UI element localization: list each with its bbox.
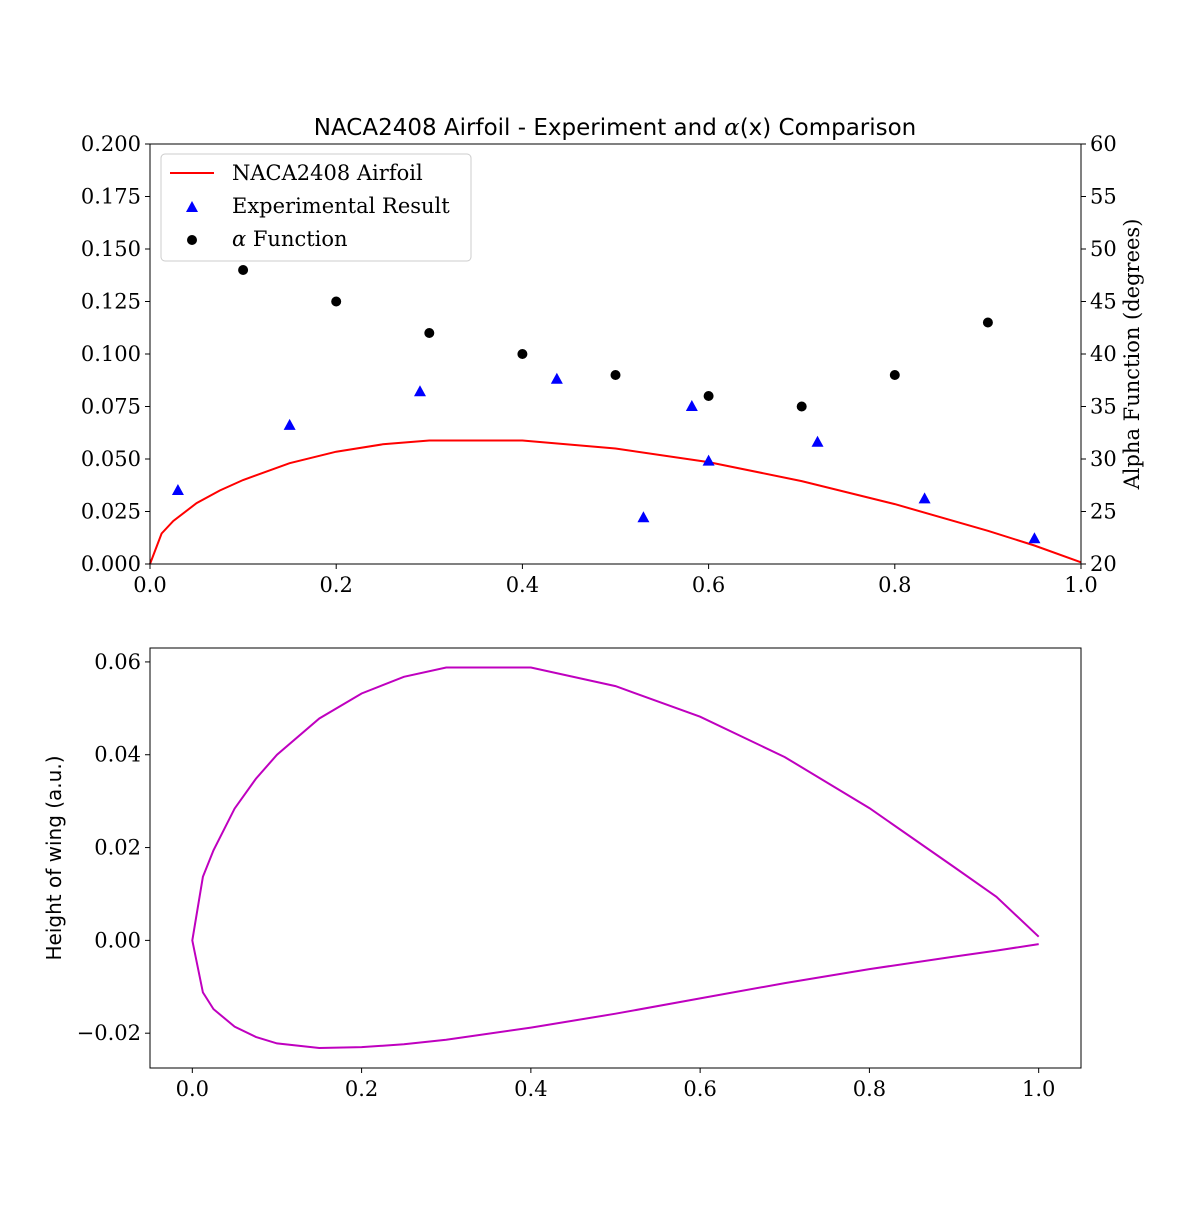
y-tick-label: 0.02 bbox=[94, 836, 141, 860]
bottom-axes-frame bbox=[149, 647, 1082, 1069]
y-tick-label: 0.00 bbox=[94, 928, 141, 952]
legend-label: Experimental Result bbox=[232, 194, 450, 218]
y2-tick-label: 25 bbox=[1090, 500, 1117, 524]
legend-entry-airfoil: NACA2408 Airfoil bbox=[170, 161, 423, 185]
x-tick-label: 0.6 bbox=[692, 573, 725, 597]
y-tick-label: 0.175 bbox=[81, 185, 141, 209]
y-tick-label: 0.000 bbox=[81, 552, 141, 576]
y2-tick-label: 30 bbox=[1090, 447, 1117, 471]
experimental-point bbox=[702, 454, 715, 466]
y-tick-label: 0.200 bbox=[81, 132, 141, 156]
top-y-axis: 0.000 0.025 0.050 0.075 0.100 0.125 0.150 0.175… bbox=[81, 132, 150, 576]
bottom-y-axis: −0.02 0.00 0.02 0.04 0.06 bbox=[77, 650, 150, 1045]
x-tick-label: 0.2 bbox=[345, 1077, 378, 1101]
y2-tick-label: 50 bbox=[1090, 237, 1117, 261]
x-tick-label: 0.4 bbox=[514, 1077, 547, 1101]
x-tick-label: 0.0 bbox=[176, 1077, 209, 1101]
legend-label: NACA2408 Airfoil bbox=[232, 161, 423, 185]
experimental-point bbox=[637, 511, 650, 523]
x-tick-label: 1.0 bbox=[1022, 1077, 1055, 1101]
experimental-point bbox=[283, 418, 296, 430]
alpha-function-point bbox=[238, 265, 249, 275]
y-tick-label: 0.04 bbox=[94, 743, 141, 767]
top-x-axis: 0.0 0.2 0.4 0.6 0.8 1.0 bbox=[133, 564, 1098, 597]
experimental-point bbox=[1028, 532, 1041, 544]
y2-axis-label: Alpha Function (degrees) bbox=[1120, 219, 1144, 491]
legend-circle-swatch bbox=[187, 235, 197, 245]
experimental-point bbox=[918, 492, 931, 504]
y-tick-label: 0.150 bbox=[81, 237, 141, 261]
y-axis-label: Height of wing (a.u.) bbox=[42, 756, 66, 961]
bottom-plot-area bbox=[191, 666, 1040, 1050]
airfoil-line bbox=[149, 439, 1082, 565]
y2-tick-label: 45 bbox=[1090, 290, 1117, 314]
top-chart: NACA2408 Airfoil - Experiment and α(x) C… bbox=[81, 115, 1144, 597]
chart-title: NACA2408 Airfoil - Experiment and α(x) C… bbox=[314, 115, 917, 141]
experimental-point bbox=[171, 484, 184, 495]
x-tick-label: 0.2 bbox=[319, 573, 352, 597]
top-axes-frame bbox=[149, 143, 1082, 565]
y-tick-label: 0.06 bbox=[94, 650, 141, 674]
x-tick-label: 0.4 bbox=[506, 573, 539, 597]
y-tick-label: 0.125 bbox=[81, 290, 141, 314]
y2-tick-label: 35 bbox=[1090, 395, 1117, 419]
x-tick-label: 0.6 bbox=[683, 1077, 716, 1101]
alpha-function-point bbox=[982, 317, 993, 328]
experimental-point bbox=[811, 435, 824, 447]
top-plot-area bbox=[149, 265, 1082, 565]
experimental-point bbox=[685, 400, 698, 411]
top-y2-axis: 20 25 30 35 40 45 50 55 60 bbox=[1081, 132, 1117, 576]
legend: NACA2408 Airfoil Experimental Result α F… bbox=[160, 153, 472, 262]
y2-tick-label: 55 bbox=[1090, 185, 1117, 209]
alpha-function-point bbox=[517, 349, 528, 359]
alpha-function-point bbox=[331, 296, 342, 307]
legend-entry-experimental: Experimental Result bbox=[186, 194, 450, 218]
bottom-chart: 0.0 0.2 0.4 0.6 0.8 1.0 −0.02 0.00 0.02 0.04 0.06… bbox=[42, 647, 1082, 1101]
alpha-function-point bbox=[889, 370, 900, 380]
alpha-function-point bbox=[796, 401, 807, 412]
x-tick-label: 0.8 bbox=[853, 1077, 886, 1101]
wing-profile-line bbox=[191, 666, 1040, 1050]
y-tick-label: 0.050 bbox=[81, 447, 141, 471]
legend-entry-alpha: α Function bbox=[187, 227, 348, 251]
legend-label: α Function bbox=[232, 227, 348, 251]
y2-tick-label: 40 bbox=[1090, 342, 1117, 366]
y-tick-label: 0.100 bbox=[81, 342, 141, 366]
legend-triangle-swatch bbox=[186, 201, 198, 212]
y2-tick-label: 60 bbox=[1090, 132, 1117, 156]
y-tick-label: 0.025 bbox=[81, 500, 141, 524]
x-tick-label: 0.8 bbox=[878, 573, 911, 597]
alpha-function-point bbox=[424, 328, 435, 338]
y-tick-label: −0.02 bbox=[77, 1021, 141, 1045]
bottom-x-axis: 0.0 0.2 0.4 0.6 0.8 1.0 bbox=[176, 1068, 1055, 1101]
experimental-point bbox=[550, 372, 563, 384]
x-tick-label: 1.0 bbox=[1064, 573, 1097, 597]
legend-box bbox=[160, 153, 472, 262]
x-tick-label: 0.0 bbox=[133, 573, 166, 597]
y2-tick-label: 20 bbox=[1090, 552, 1117, 576]
experimental-point bbox=[413, 385, 426, 397]
alpha-function-point bbox=[703, 391, 714, 401]
alpha-function-point bbox=[610, 370, 621, 380]
y-tick-label: 0.075 bbox=[81, 395, 141, 419]
